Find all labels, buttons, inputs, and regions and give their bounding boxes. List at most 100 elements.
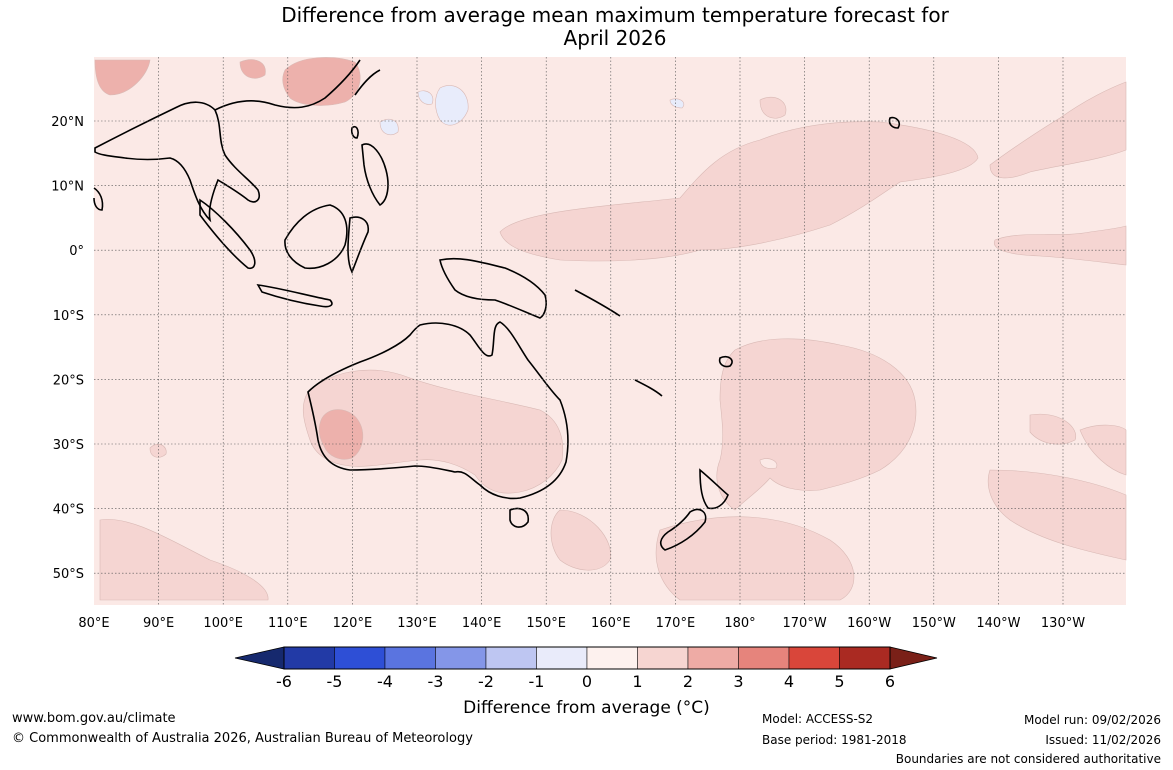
website-link[interactable]: www.bom.gov.au/climate	[12, 711, 176, 726]
latitude-label: 20°S	[53, 373, 84, 388]
colorbar-segment	[334, 646, 386, 670]
model-name: Model: ACCESS-S2	[762, 712, 874, 726]
sumatra-coastline	[199, 198, 256, 270]
borneo-coastline	[284, 204, 348, 270]
chart-title: Difference from average mean maximum tem…	[0, 4, 1173, 50]
fiji-coastline	[718, 355, 733, 368]
title-line-2: April 2026	[563, 26, 667, 50]
longitude-label: 160°E	[591, 616, 631, 631]
colorbar-tick-label: 2	[683, 672, 693, 691]
colorbar-tick-labels: -6 -5 -4 -3 -2 -1 0 1 2 3 4 5 6	[276, 672, 895, 691]
colorbar-tick-label: -6	[276, 672, 292, 691]
longitude-label: 90°E	[143, 616, 174, 631]
longitude-label: 130°W	[1041, 616, 1085, 631]
southeast-pacific-warm-band	[987, 469, 1127, 561]
colorbar-tick-label: -2	[478, 672, 494, 691]
colorbar-high-extend	[889, 646, 938, 670]
colorbar-tick-label: 0	[582, 672, 592, 691]
longitude-labels: 80°E 90°E 100°E 110°E 120°E 130°E 140°E 150°E 16…	[78, 616, 1085, 631]
himalaya-warmer-patch	[239, 59, 266, 79]
new-guinea-coastline	[439, 257, 547, 319]
western-australia-warmer-patch	[318, 409, 364, 460]
longitude-label: 110°E	[268, 616, 308, 631]
colorbar-tick-label: -3	[428, 672, 444, 691]
china-coastline	[214, 59, 361, 111]
northeast-pacific-warm-band	[989, 81, 1127, 179]
issued-date: Issued: 11/02/2026	[1045, 733, 1161, 747]
solomon-islands-coastline	[574, 289, 621, 317]
colorbar-segment	[637, 646, 689, 670]
colorbar-segment	[536, 646, 588, 670]
map-gridlines	[94, 57, 1126, 605]
colorbar-segment	[586, 646, 638, 670]
longitude-label: 130°E	[397, 616, 437, 631]
australia-coastline	[307, 321, 569, 500]
sulawesi-coastline	[347, 216, 370, 274]
southern-ocean-warm-band	[99, 519, 269, 601]
new-zealand-north-coastline	[699, 468, 729, 510]
longitude-label: 150°E	[526, 616, 566, 631]
east-equatorial-warm-band	[993, 225, 1127, 266]
boundaries-note: Boundaries are not considered authoritat…	[895, 752, 1161, 766]
longitude-label: 160°W	[847, 616, 891, 631]
model-run-date: Model run: 09/02/2026	[1023, 713, 1161, 727]
latitude-label: 10°S	[53, 309, 84, 324]
colorbar-tick-label: -4	[377, 672, 393, 691]
small-cool-patch-a	[379, 119, 399, 135]
colorbar-low-extend	[234, 646, 285, 670]
colorbar-segment	[384, 646, 436, 670]
new-caledonia-coastline	[634, 379, 663, 397]
colorbar-segment	[485, 646, 537, 670]
longitude-label: 170°E	[656, 616, 696, 631]
colorbar-tick-label: -1	[529, 672, 545, 691]
small-cool-patch-c	[669, 98, 685, 109]
latitude-label: 40°S	[53, 503, 84, 518]
colorbar-outline	[283, 646, 891, 670]
east-asia-warmer-patch	[282, 57, 361, 106]
longitude-label: 140°W	[976, 616, 1020, 631]
colorbar-segment	[283, 646, 335, 670]
title-line-1: Difference from average mean maximum tem…	[281, 3, 949, 27]
colorbar-tick-label: 6	[885, 672, 895, 691]
latitude-label: 30°S	[53, 438, 84, 453]
east-south-pacific-warm-band	[1029, 413, 1077, 445]
japan-coastline	[354, 69, 381, 96]
colorbar-tick-label: 3	[733, 672, 743, 691]
tasman-south-warm-band	[550, 509, 611, 571]
latitude-label: 20°N	[51, 115, 84, 130]
hawaii-coastline	[888, 116, 901, 129]
longitude-label: 140°E	[462, 616, 502, 631]
colorbar	[234, 646, 938, 670]
southeast-asia-coastline	[94, 101, 260, 223]
equatorial-pacific-warm-band	[499, 121, 979, 262]
longitude-label: 100°E	[203, 616, 243, 631]
map-background	[94, 57, 1126, 605]
far-east-warm-band	[1079, 424, 1127, 476]
java-coastline	[256, 283, 333, 308]
colorbar-tick-label: -5	[327, 672, 343, 691]
latitude-label: 10°N	[51, 180, 84, 195]
colorbar-segment	[738, 646, 790, 670]
colorbar-tick-label: 4	[784, 672, 794, 691]
south-asia-warmer-patch	[94, 59, 151, 96]
sri-lanka-coastline	[93, 187, 104, 211]
latitude-label: 0°	[69, 244, 84, 259]
colorbar-tick-label: 1	[632, 672, 642, 691]
new-zealand-south-coastline	[659, 508, 707, 551]
longitude-label: 170°W	[783, 616, 827, 631]
longitude-label: 80°E	[78, 616, 109, 631]
australia-warm-band	[302, 369, 564, 494]
copyright-text: © Commonwealth of Australia 2026, Austra…	[12, 731, 473, 746]
colorbar-label: Difference from average (°C)	[463, 698, 710, 718]
philippine-sea-cool-patch	[435, 85, 469, 126]
nz-north-hole	[759, 458, 778, 469]
coastlines	[93, 59, 901, 551]
small-cool-patch-b	[417, 90, 434, 105]
latitude-label: 50°S	[53, 567, 84, 582]
base-period: Base period: 1981-2018	[762, 733, 907, 747]
philippines-coastline	[361, 143, 389, 207]
taiwan-coastline	[350, 125, 359, 139]
indian-ocean-small-patch	[149, 443, 167, 458]
colorbar-segment	[788, 646, 840, 670]
